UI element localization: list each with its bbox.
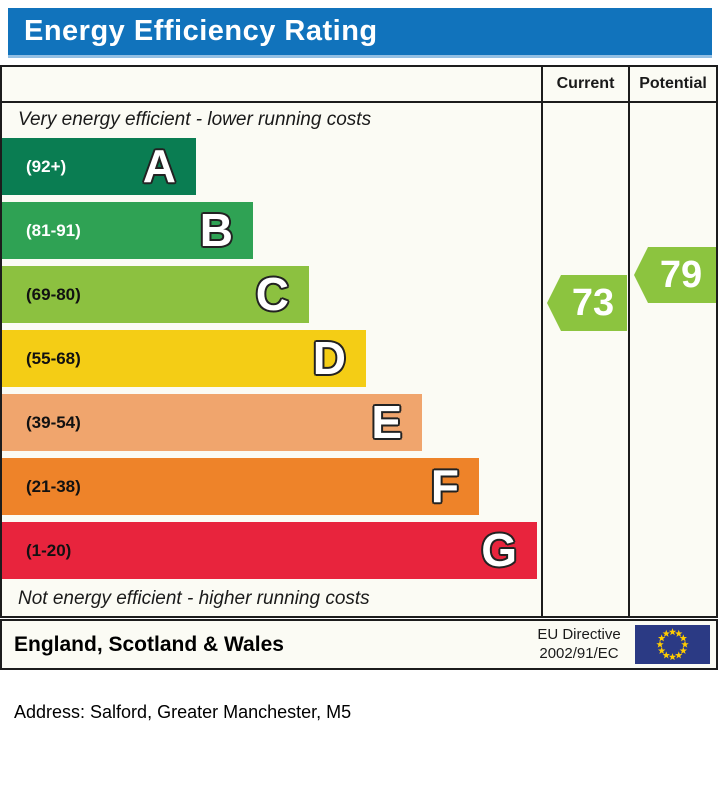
- band-row-d: (55-68) D: [2, 330, 366, 387]
- header-row-divider: [2, 101, 716, 103]
- eu-directive-line1: EU Directive: [537, 626, 621, 643]
- band-bar-b: (81-91) B: [2, 202, 253, 259]
- band-letter-e: E: [371, 395, 402, 448]
- band-letter-g: G: [481, 523, 517, 576]
- bottom-caption: Not energy efficient - higher running co…: [18, 588, 370, 609]
- band-bar-f: (21-38) F: [2, 458, 479, 515]
- column-divider-potential: [628, 67, 630, 616]
- current-column-header: Current: [556, 75, 615, 92]
- band-range-g: (1-20): [26, 540, 72, 560]
- band-range-a: (92+): [26, 156, 67, 176]
- band-row-e: (39-54) E: [2, 394, 422, 451]
- column-divider-current: [541, 67, 543, 616]
- band-bar-c: (69-80) C: [2, 266, 309, 323]
- eu-flag-icon: [635, 625, 710, 664]
- potential-column-header: Potential: [639, 75, 707, 92]
- footer-bar: England, Scotland & Wales EU Directive 2…: [0, 619, 718, 670]
- band-range-e: (39-54): [26, 412, 81, 432]
- page-title: Energy Efficiency Rating: [24, 15, 378, 47]
- band-row-a: (92+) A: [2, 138, 196, 195]
- band-letter-f: F: [430, 459, 459, 512]
- band-range-c: (69-80): [26, 284, 81, 304]
- title-bar: Energy Efficiency Rating: [8, 8, 712, 58]
- energy-rating-chart: Current Potential Very energy efficient …: [0, 65, 718, 618]
- eu-directive-label: EU Directive 2002/91/EC: [526, 625, 632, 663]
- band-row-f: (21-38) F: [2, 458, 479, 515]
- band-letter-a: A: [142, 139, 176, 192]
- potential-rating-arrow: 79: [634, 247, 716, 303]
- band-letter-d: D: [312, 331, 346, 384]
- address-line: Address: Salford, Greater Manchester, M5: [14, 702, 352, 722]
- band-range-d: (55-68): [26, 348, 81, 368]
- band-range-b: (81-91): [26, 220, 81, 240]
- eu-directive-line2: 2002/91/EC: [539, 645, 619, 662]
- band-bar-a: (92+) A: [2, 138, 196, 195]
- band-row-b: (81-91) B: [2, 202, 253, 259]
- band-bar-d: (55-68) D: [2, 330, 366, 387]
- band-range-f: (21-38): [26, 476, 81, 496]
- band-bar-e: (39-54) E: [2, 394, 422, 451]
- band-row-g: (1-20) G: [2, 522, 537, 579]
- band-letter-b: B: [199, 203, 233, 256]
- top-caption: Very energy efficient - lower running co…: [18, 109, 372, 130]
- band-bar-g: (1-20) G: [2, 522, 537, 579]
- current-rating-arrow: 73: [547, 275, 627, 331]
- band-row-c: (69-80) C: [2, 266, 309, 323]
- band-letter-c: C: [255, 267, 289, 320]
- region-label: England, Scotland & Wales: [14, 632, 284, 656]
